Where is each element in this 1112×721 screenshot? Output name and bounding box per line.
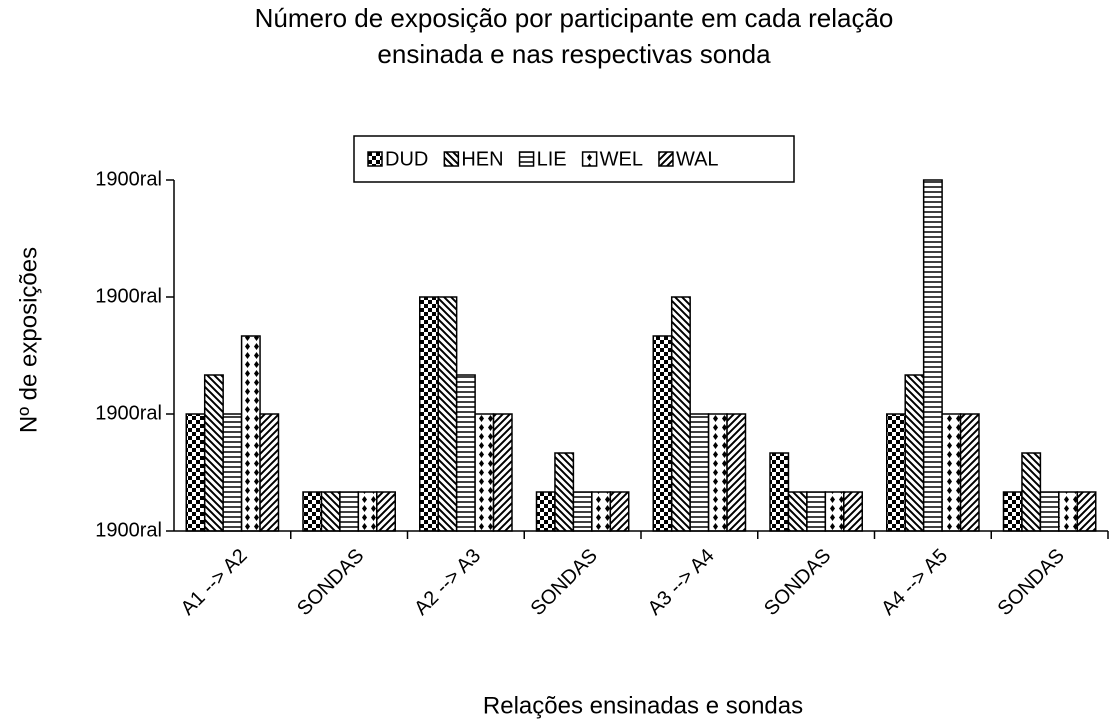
bar [376, 491, 396, 532]
bar [922, 179, 943, 532]
bar [185, 413, 206, 532]
bar [437, 296, 458, 532]
bar [726, 413, 747, 532]
legend-swatch [443, 151, 460, 167]
legend-label: DUD [385, 148, 428, 170]
x-tick-label: SONDAS [760, 545, 835, 620]
x-axis-title: Relações ensinadas e sondas [483, 692, 803, 719]
bar [419, 296, 439, 532]
bar [886, 413, 906, 532]
legend-swatch [581, 151, 598, 167]
y-tick-label: 1900ral [95, 402, 162, 424]
bar [1039, 491, 1060, 532]
bar [769, 452, 790, 532]
y-tick-label: 1900ral [95, 168, 162, 190]
legend-label: WAL [676, 148, 719, 170]
x-tick-label: A1 --> A2 [177, 545, 252, 620]
bar [824, 491, 845, 532]
bar [787, 491, 808, 532]
bar [1021, 452, 1042, 532]
x-tick-label: SONDAS [293, 545, 368, 620]
bar [474, 413, 495, 532]
legend-label: WEL [600, 148, 643, 170]
bar [320, 491, 341, 532]
bar [455, 374, 476, 532]
y-tick-label: 1900ral [95, 519, 162, 541]
legend-label: HEN [461, 148, 503, 170]
bar [259, 413, 280, 532]
bar [1002, 491, 1023, 532]
bar [707, 413, 728, 532]
bar [302, 491, 323, 532]
y-axis-title: Nº de exposições [15, 247, 42, 433]
bar [357, 491, 378, 532]
bar [670, 296, 691, 532]
bar [339, 491, 360, 532]
bar [240, 335, 261, 532]
bar [492, 413, 513, 532]
bar [689, 413, 710, 532]
legend-label: LIE [537, 148, 567, 170]
chart-title: Número de exposição por participante em … [255, 3, 894, 33]
x-tick-label: SONDAS [527, 545, 602, 620]
bar [806, 491, 827, 532]
bar [572, 491, 593, 532]
legend-swatch [518, 151, 535, 167]
chart-title: ensinada e nas respectivas sonda [377, 39, 771, 69]
legend-swatch [658, 151, 674, 167]
bar [554, 452, 575, 532]
x-tick-label: A3 --> A4 [644, 545, 719, 620]
bar [904, 374, 925, 532]
x-tick-label: A2 --> A3 [410, 545, 485, 620]
bar [941, 413, 962, 532]
bar [222, 413, 243, 532]
x-tick-label: A4 --> A5 [877, 545, 952, 620]
legend-box [353, 135, 795, 183]
legend-swatch [367, 151, 383, 167]
bar [535, 491, 556, 532]
bar [203, 374, 224, 532]
x-tick-label: SONDAS [994, 545, 1069, 620]
bar [609, 491, 630, 532]
bar [591, 491, 612, 532]
bar [843, 491, 863, 532]
y-tick-label: 1900ral [95, 285, 162, 307]
bar [652, 335, 673, 532]
bar [1058, 491, 1079, 532]
bar [1076, 491, 1097, 532]
bar [959, 413, 980, 532]
